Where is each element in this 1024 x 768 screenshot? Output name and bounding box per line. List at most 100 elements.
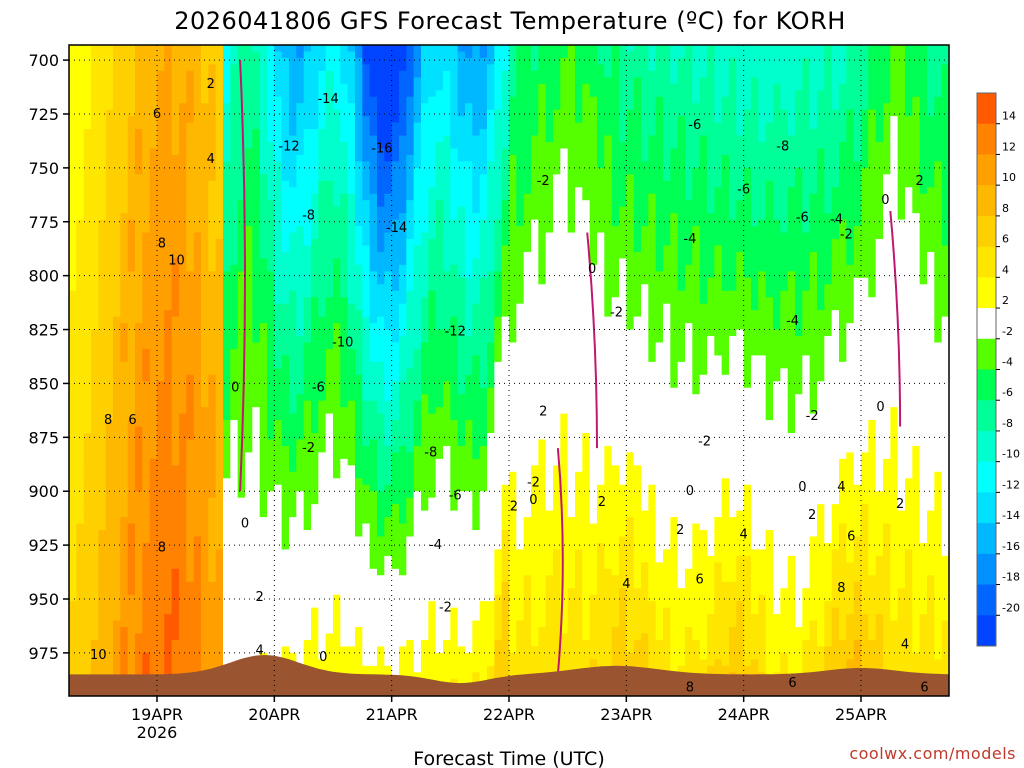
colorbar-swatch (977, 185, 996, 217)
colorbar-swatch (977, 553, 996, 585)
contour-label: 2 (896, 497, 904, 512)
colorbar-swatch (977, 584, 996, 616)
colorbar-tick-label: 6 (1002, 233, 1009, 246)
chart-title: 2026041806 GFS Forecast Temperature (ºC)… (174, 7, 846, 35)
colorbar-swatch (977, 523, 996, 555)
y-tick-label: 925 (28, 536, 59, 555)
colorbar-swatch (977, 400, 996, 432)
contour-label: 0 (319, 650, 327, 665)
contour-label: 8 (104, 413, 112, 428)
contour-label: -8 (302, 208, 315, 223)
colorbar-swatch (977, 93, 996, 125)
contour-label: 6 (920, 680, 928, 695)
contour-label: -2 (302, 441, 315, 456)
contour-label: -14 (317, 92, 338, 107)
colorbar-swatch (977, 369, 996, 401)
y-tick-label: 975 (28, 644, 59, 663)
colorbar-swatch (977, 430, 996, 463)
colorbar-swatch (977, 154, 996, 186)
y-tick-label: 950 (28, 590, 59, 609)
contour-label: -4 (683, 232, 696, 247)
contour-label: -12 (445, 325, 466, 340)
y-tick-label: 875 (28, 428, 59, 447)
contour-label: -4 (786, 314, 799, 329)
y-tick-label: 900 (28, 482, 59, 501)
contour-label: 2 (676, 523, 684, 538)
contour-label: 4 (256, 644, 264, 659)
x-tick-year: 2026 (137, 723, 178, 742)
x-tick-label: 22APR (483, 705, 535, 724)
contour-label: -12 (278, 139, 299, 154)
contour-label: 2 (510, 499, 518, 514)
contour-label: 0 (588, 262, 596, 277)
contour-label: -6 (688, 118, 701, 133)
contour-label: 2 (256, 590, 264, 605)
contour-label: 4 (901, 637, 909, 652)
contour-label: 0 (231, 381, 239, 396)
colorbar-swatch (977, 215, 996, 248)
contour-label: 0 (686, 484, 694, 499)
colorbar-tick-label: -8 (1002, 417, 1013, 430)
contour-label: -6 (737, 182, 750, 197)
colorbar-tick-label: -20 (1002, 601, 1020, 614)
contour-label: -4 (830, 213, 843, 228)
contour-label: 0 (798, 480, 806, 495)
colorbar-tick-label: -12 (1002, 478, 1020, 491)
credit-text: coolwx.com/models (849, 744, 1016, 763)
contour-label: -2 (698, 435, 711, 450)
contour-label: 0 (241, 517, 249, 532)
contour-label: -6 (312, 381, 325, 396)
contour-label: 0 (881, 193, 889, 208)
contour-label: 2 (207, 77, 215, 92)
x-tick-label: 23APR (600, 705, 652, 724)
contour-label: 6 (696, 573, 704, 588)
colorbar-tick-label: -18 (1002, 571, 1020, 584)
colorbar-tick-label: 10 (1002, 171, 1016, 184)
colorbar-tick-label: 8 (1002, 202, 1009, 215)
contour-label: 2 (808, 508, 816, 523)
y-tick-label: 725 (28, 105, 59, 124)
colorbar-tick-label: 2 (1002, 294, 1009, 307)
contour-label: 6 (153, 107, 161, 122)
contour-label: -2 (610, 305, 623, 320)
contour-label: -2 (537, 174, 550, 189)
colorbar-swatch (977, 246, 996, 278)
contour-label: -2 (527, 476, 540, 491)
contour-label: 4 (622, 577, 630, 592)
contour-label: 6 (788, 676, 796, 691)
colorbar-swatch (977, 492, 996, 524)
contour-label: 0 (876, 400, 884, 415)
contour-label: -10 (332, 335, 353, 350)
contour-label: -16 (371, 141, 392, 156)
contour-label: 4 (837, 480, 845, 495)
contour-label: -2 (840, 228, 853, 243)
colorbar-tick-label: 12 (1002, 140, 1016, 153)
contour-label: 6 (847, 529, 855, 544)
colorbar-tick-label: 4 (1002, 263, 1009, 276)
y-tick-label: 825 (28, 321, 59, 340)
colorbar-swatch (977, 123, 996, 155)
y-tick-label: 750 (28, 159, 59, 178)
contour-label: 8 (158, 540, 166, 555)
contour-label: -8 (776, 139, 789, 154)
contour-label: 2 (916, 174, 924, 189)
contour-label: 10 (90, 648, 107, 663)
x-tick-label: 20APR (248, 705, 300, 724)
contour-label: -2 (439, 601, 452, 616)
contour-label: -14 (386, 221, 407, 236)
contour-label: 0 (529, 493, 537, 508)
colorbar-tick-label: -10 (1002, 448, 1020, 461)
contour-label: -6 (796, 210, 809, 225)
colorbar-tick-label: -2 (1002, 325, 1013, 338)
colorbar-tick-label: -14 (1002, 509, 1020, 522)
y-tick-label: 800 (28, 267, 59, 286)
x-tick-label: 21APR (366, 705, 418, 724)
contour-label: 8 (686, 680, 694, 695)
contour-label: 2 (598, 495, 606, 510)
contour-label: 10 (168, 254, 185, 269)
contour-label: 4 (740, 527, 748, 542)
colorbar-tick-label: -16 (1002, 540, 1020, 553)
contour-label: -8 (424, 445, 437, 460)
colorbar-swatch (977, 277, 996, 309)
